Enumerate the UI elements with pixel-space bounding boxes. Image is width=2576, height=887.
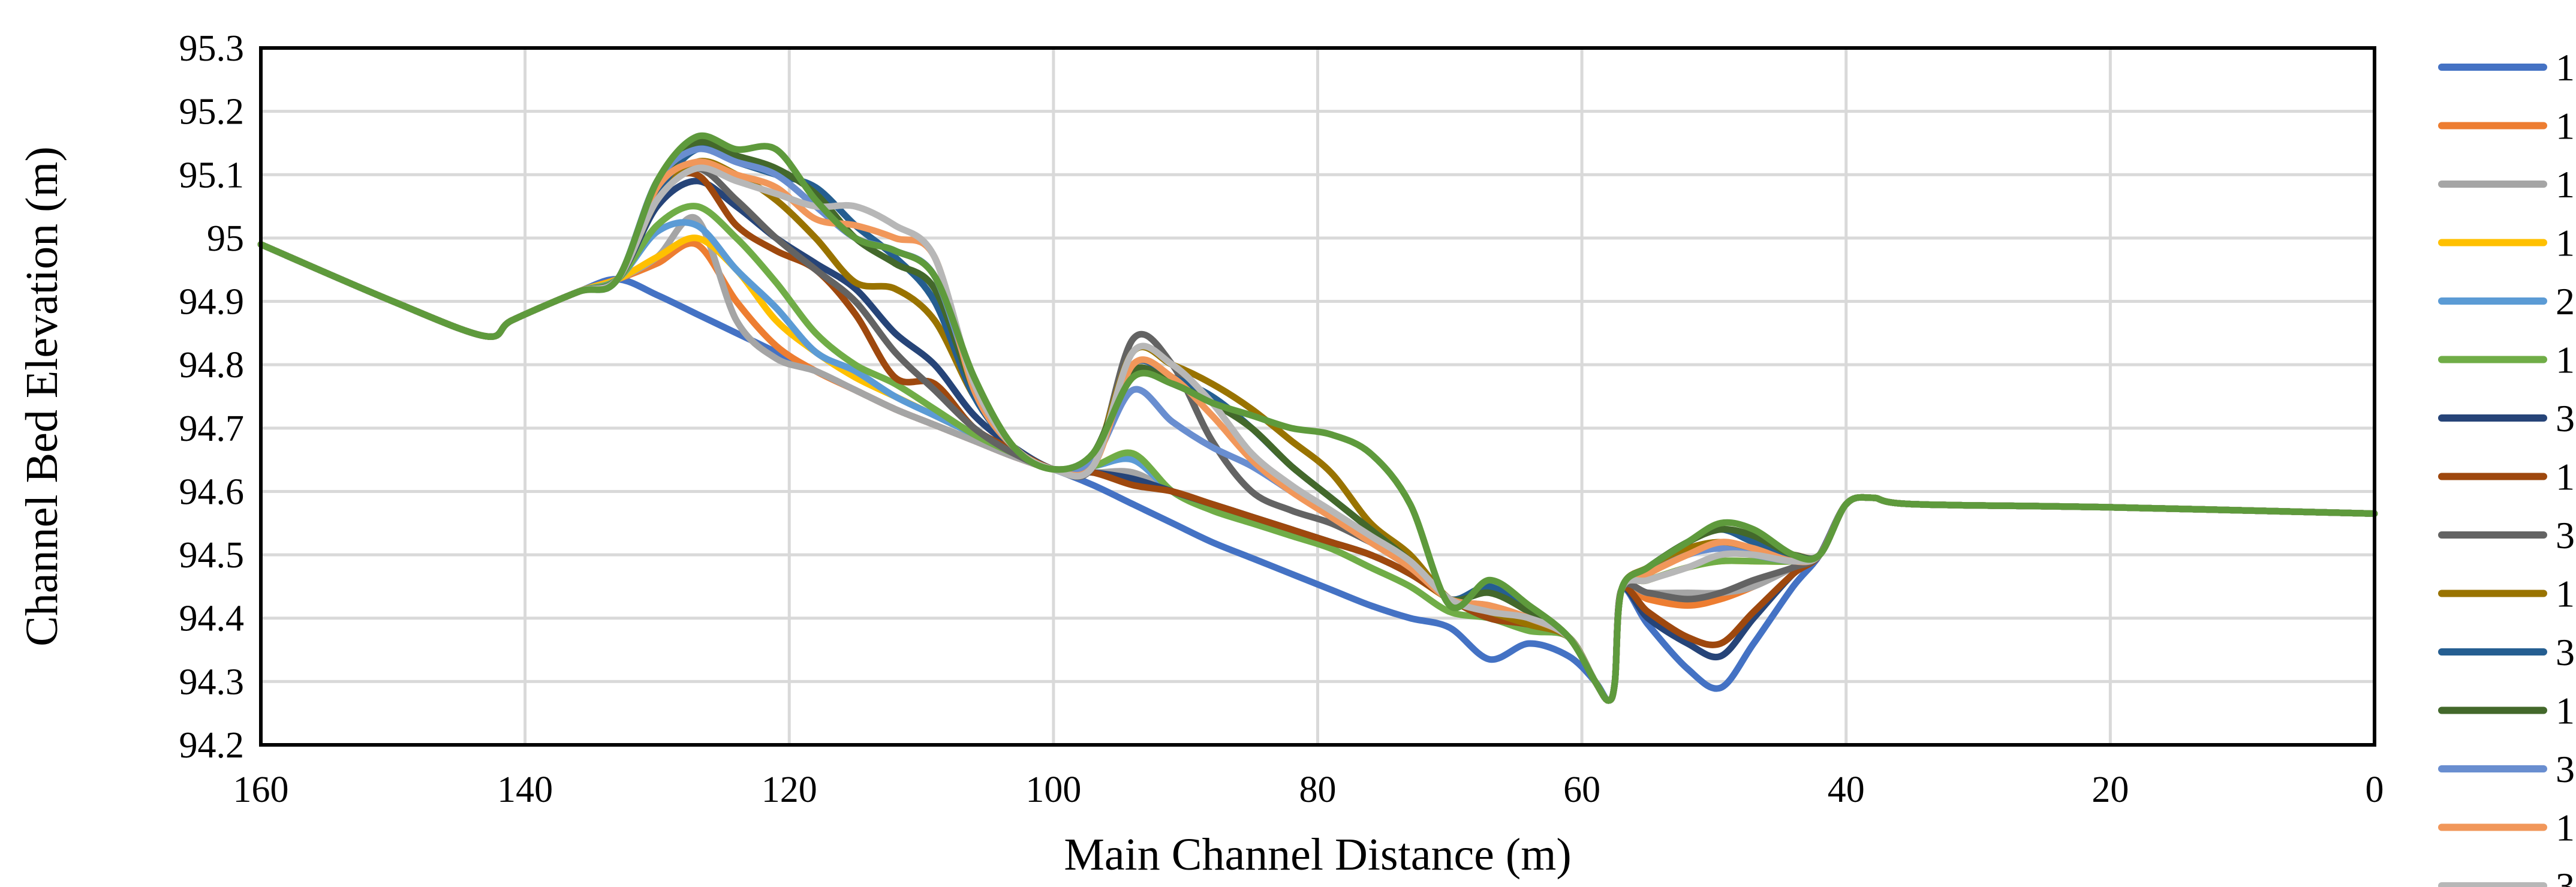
legend-label: 31-Jul [2556, 865, 2576, 887]
legend-item-15-apr: 15-Apr [2438, 456, 2576, 498]
y-tick-label: 94.4 [179, 599, 245, 639]
series-lines [257, 132, 2378, 704]
legend-item-15-feb: 15-Feb [2438, 222, 2576, 264]
y-tick-label: 94.3 [179, 662, 245, 702]
legend-label: 15-Jun [2556, 690, 2576, 732]
y-tick-label: 94.6 [179, 471, 245, 512]
y-tick-label: 94.9 [179, 282, 245, 323]
legend-label: 1-Feb [2556, 163, 2576, 206]
legend-item-30-apr: 30-Apr [2438, 514, 2576, 557]
x-tick-label: 40 [1828, 769, 1865, 810]
series-line-aug-end [257, 132, 2378, 704]
legend-item-16-mar: 16-Mar [2438, 339, 2576, 381]
x-tick-label: 160 [233, 769, 289, 810]
legend-item-1-jan: 1-Jan [2438, 46, 2576, 89]
y-tick-label: 94.2 [179, 725, 245, 766]
legend-label: 1-Jan [2556, 46, 2576, 89]
legend-label: 30-Jun [2556, 748, 2576, 790]
x-tick-label: 140 [497, 769, 553, 810]
y-tick-label: 95.3 [179, 28, 245, 69]
x-tick-label: 80 [1299, 769, 1337, 810]
legend-item-31-jul: 31-Jul [2438, 865, 2576, 887]
legend-item-15-jun: 15-Jun [2438, 690, 2576, 732]
series-line-1-jan [257, 241, 2378, 704]
legend-item-16-jul: 16-Jul [2438, 807, 2576, 849]
y-tick-label: 95.2 [179, 92, 245, 133]
legend-item-17-jan: 17-Jan [2438, 105, 2576, 148]
legend-label: 16-Jul [2556, 807, 2576, 849]
y-axis-tick-labels: 94.2 94.3 94.4 94.5 94.6 94.7 94.8 94.9 95 95.1 95… [179, 28, 245, 766]
y-tick-label: 95 [207, 218, 244, 259]
y-tick-label: 94.5 [179, 535, 245, 576]
legend-label: 17-Jan [2556, 105, 2576, 148]
x-tick-label: 120 [762, 769, 817, 810]
y-tick-label: 94.8 [179, 345, 245, 386]
gridlines [259, 46, 2376, 747]
legend-label: 16-May [2556, 573, 2576, 615]
x-tick-label: 60 [1563, 769, 1600, 810]
y-axis-title: Channel Bed Elevation (m) [17, 146, 67, 647]
legend-item-29-feb: 29 Feb [2438, 280, 2576, 323]
legend-label: 31-Mar [2556, 397, 2576, 440]
x-tick-label: 100 [1025, 769, 1081, 810]
legend-item-1-feb: 1-Feb [2438, 163, 2576, 206]
legend-label: 15-Feb [2556, 222, 2576, 264]
legend-label: 31-May [2556, 631, 2576, 673]
legend-label: 30-Apr [2556, 514, 2576, 557]
series-line-31-jul [257, 164, 2378, 704]
plot-area-border [259, 46, 2376, 747]
legend-label: 15-Apr [2556, 456, 2576, 498]
legend-item-31-mar: 31-Mar [2438, 397, 2576, 440]
y-tick-label: 94.7 [179, 408, 245, 449]
x-axis-title: Main Channel Distance (m) [1064, 829, 1571, 880]
legend-label: 16-Mar [2556, 339, 2576, 381]
legend-item-16-may: 16-May [2438, 573, 2576, 615]
x-tick-label: 20 [2092, 769, 2129, 810]
y-tick-label: 95.1 [179, 155, 245, 196]
legend: 1-Jan 17-Jan 1-Feb 15-Feb 29 Feb 16-Mar 31-Mar… [2438, 46, 2576, 887]
legend-label: 29 Feb [2556, 280, 2576, 323]
x-axis-tick-labels: 160 140 120 100 80 60 40 20 0 [233, 769, 2384, 810]
legend-item-30-jun: 30-Jun [2438, 748, 2576, 790]
x-tick-label: 0 [2366, 769, 2384, 810]
legend-item-31-may: 31-May [2438, 631, 2576, 673]
